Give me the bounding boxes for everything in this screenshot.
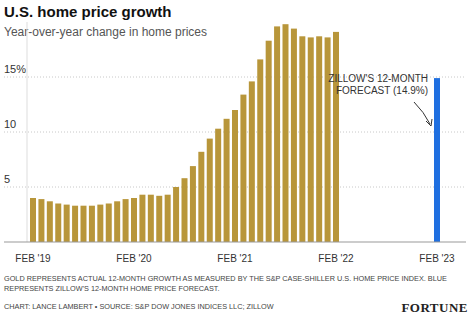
source: CHART: LANCE LAMBERT • SOURCE: S&P DOW J… [4, 302, 274, 311]
bar [156, 196, 162, 242]
bar [38, 199, 44, 242]
bar [55, 204, 61, 243]
bar [291, 29, 297, 242]
chart-root: U.S. home price growth Year-over-year cha… [0, 0, 474, 321]
y-axis-line [27, 22, 28, 242]
bar [240, 95, 246, 242]
bars [30, 24, 440, 242]
chart: U.S. home price growth Year-over-year cha… [0, 0, 474, 321]
annotation-arrow [414, 102, 430, 124]
bar [190, 166, 196, 242]
bar [232, 110, 238, 242]
footnote: GOLD REPRESENTS ACTUAL 12-MONTH GROWTH A… [4, 274, 447, 283]
y-tick-label: 10 [4, 118, 16, 130]
x-tick-label: FEB '19 [15, 253, 51, 264]
bar [283, 24, 289, 242]
bar [266, 41, 272, 242]
bar [64, 205, 70, 242]
bar [131, 198, 137, 242]
footnote: REPRESENTS ZILLOW'S 12-MONTH HOME PRICE … [4, 284, 219, 293]
bar [299, 36, 305, 242]
bar [72, 206, 78, 242]
bar [308, 37, 314, 242]
brand: FORTUNE [401, 300, 468, 315]
bar [224, 119, 230, 242]
x-tick-label: FEB '22 [318, 253, 354, 264]
bar [139, 195, 145, 242]
bar [325, 37, 331, 242]
bar [198, 152, 204, 242]
annotation-arrowhead [426, 119, 432, 126]
subtitle: Year-over-year change in home prices [4, 25, 207, 39]
bar [123, 199, 129, 242]
bar [81, 206, 87, 242]
annotation: ZILLOW'S 12-MONTH [328, 73, 428, 84]
bar [114, 201, 120, 242]
x-tick-label: FEB '23 [419, 253, 455, 264]
bar [207, 139, 213, 242]
x-axis-line [4, 242, 466, 243]
bar [173, 187, 179, 242]
bar [316, 36, 322, 242]
y-tick-label: 15% [4, 63, 26, 75]
bar [249, 81, 255, 242]
bar [333, 32, 339, 242]
annotation: FORECAST (14.9%) [336, 85, 428, 96]
bar [97, 205, 103, 242]
bar [182, 178, 188, 242]
y-tick-label: 5 [4, 173, 10, 185]
bar [165, 195, 171, 242]
x-tick-label: FEB '20 [116, 253, 152, 264]
bar [89, 206, 95, 242]
bar [274, 26, 280, 242]
bar [257, 59, 263, 242]
title: U.S. home price growth [4, 3, 172, 20]
bar [47, 201, 53, 242]
bar [434, 78, 440, 242]
bar [30, 198, 36, 242]
x-tick-label: FEB '21 [217, 253, 253, 264]
bar [148, 195, 154, 242]
bar [106, 204, 112, 243]
bar [215, 129, 221, 242]
